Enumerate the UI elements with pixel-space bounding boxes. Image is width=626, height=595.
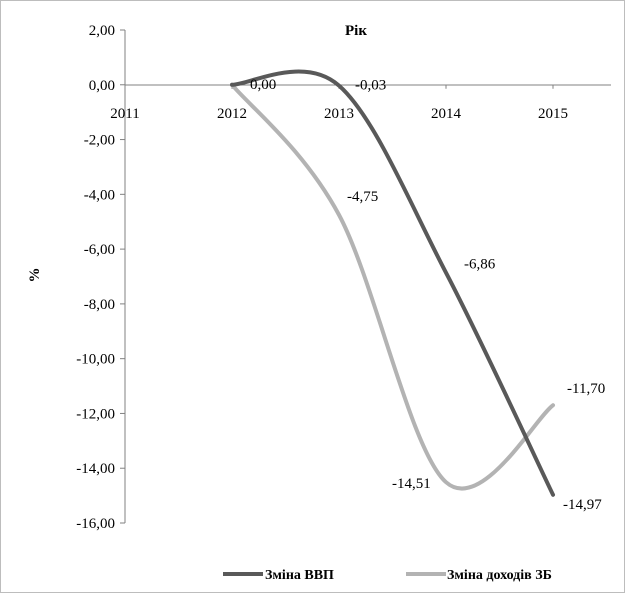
y-tick-label: -14,00 — [76, 461, 115, 477]
y-axis-ticks: 2,00 0,00 -2,00 -4,00 -6,00 -8,00 -10,00 -12,00… — [76, 23, 125, 532]
x-axis-ticks: 2011 2012 2013 2014 2015 — [110, 84, 568, 122]
data-label: -11,70 — [567, 381, 605, 397]
x-tick-label: 2011 — [110, 106, 139, 122]
x-axis-title: Рік — [345, 23, 367, 39]
y-tick-label: -2,00 — [84, 133, 115, 149]
y-tick-label: -4,00 — [84, 187, 115, 203]
legend: Зміна ВВП Зміна доходів ЗБ — [223, 568, 552, 583]
y-tick-label: -6,00 — [84, 242, 115, 258]
data-labels: 0,00 -0,03 -6,86 -14,97 -4,75 -14,51 -11,70 — [250, 77, 605, 513]
legend-label-gdp: Зміна ВВП — [265, 568, 334, 583]
data-label: -14,51 — [392, 476, 431, 492]
y-axis-title: % — [27, 268, 43, 283]
series-layer — [230, 69, 555, 497]
x-tick-label: 2013 — [324, 106, 354, 122]
data-label: -14,97 — [563, 497, 602, 513]
y-tick-label: -16,00 — [76, 516, 115, 532]
y-tick-label: -10,00 — [76, 352, 115, 368]
data-label: 0,00 — [250, 77, 276, 93]
legend-label-budget: Зміна доходів ЗБ — [447, 568, 552, 583]
data-label: -4,75 — [347, 189, 378, 205]
x-tick-label: 2015 — [538, 106, 568, 122]
x-tick-label: 2012 — [217, 106, 247, 122]
y-tick-label: -12,00 — [76, 406, 115, 422]
y-tick-label: -8,00 — [84, 297, 115, 313]
y-tick-label: 0,00 — [89, 78, 115, 94]
y-tick-label: 2,00 — [89, 23, 115, 39]
data-label: -6,86 — [464, 257, 496, 273]
series-line-gdp — [230, 69, 555, 497]
x-tick-label: 2014 — [431, 106, 462, 122]
series-line-budget-revenue — [230, 82, 555, 491]
data-label: -0,03 — [355, 78, 386, 94]
